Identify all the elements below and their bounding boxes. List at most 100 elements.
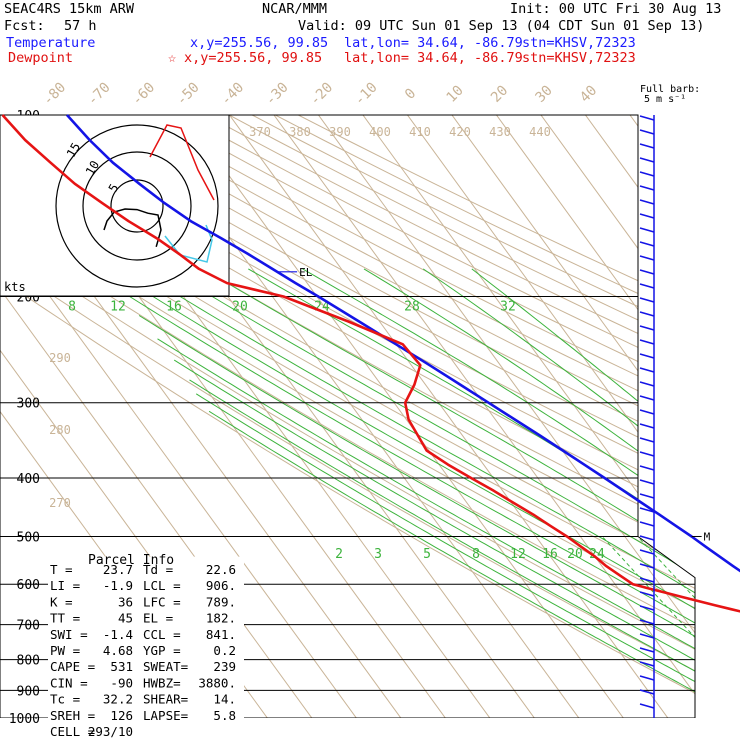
parcel-row-label: CELL = (50, 724, 95, 739)
pressure-tick-label: 300 (17, 397, 40, 412)
moist-adiabat (129, 296, 695, 718)
parcel-row-value: 45 (118, 611, 133, 626)
wind-barb-flag (639, 325, 655, 331)
temperature-legend: Temperature (6, 35, 96, 51)
parcel-info-bg (48, 556, 244, 718)
forecast-hours: 57 h (64, 18, 97, 34)
parcel-row-value: 36 (118, 594, 133, 609)
hodograph-box (0, 114, 230, 297)
parcel-row-value2: 3880. (198, 675, 236, 690)
wind-barb-flag (639, 675, 655, 681)
parcel-row-value2: 0.2 (213, 643, 236, 658)
moist-adiabat (165, 268, 695, 718)
parcel-row-label2: HWBZ= (143, 675, 181, 690)
dry-adiabat (0, 115, 695, 718)
dry-adiabat (0, 115, 695, 718)
moist-adiabat (302, 268, 695, 718)
mixing-ratio-label: 16 (542, 547, 558, 562)
dry-adiabat (0, 115, 695, 718)
dewpoint-legend: Dewpoint (8, 50, 74, 66)
init-time: Init: 00 UTC Fri 30 Aug 13 (510, 1, 722, 17)
wind-barb-flag (639, 311, 655, 317)
wind-barb-flag (639, 227, 655, 233)
isotherm-label: -20 (307, 80, 336, 109)
moist-adiabat-label: 8 (68, 300, 76, 315)
parcel-row-label: PW = (50, 643, 80, 658)
hodograph-lower-trace (164, 224, 213, 263)
wind-barb-flag (639, 395, 655, 401)
wind-barb-flag (639, 549, 655, 555)
parcel-row-value: 126 (110, 708, 133, 723)
parcel-row-label: CAPE = (50, 659, 95, 674)
parcel-row-label2: SWEAT= (143, 659, 188, 674)
isotherm-label: -50 (174, 80, 203, 109)
mixing-ratio-line (601, 536, 695, 718)
moist-adiabat (208, 410, 695, 718)
pressure-tick-label: 700 (17, 619, 40, 634)
parcel-row-value: -90 (110, 675, 133, 690)
dry-adiabat-label: 390 (329, 125, 351, 139)
pressure-tick-label: 500 (17, 530, 40, 545)
moist-adiabat-label: 12 (110, 300, 126, 315)
dry-adiabat (0, 115, 695, 718)
dry-adiabat-label: 420 (449, 125, 471, 139)
isotherm-label: -30 (263, 80, 292, 109)
moist-adiabat (195, 393, 695, 718)
parcel-row-label: CIN = (50, 675, 88, 690)
dry-adiabat-label: 290 (49, 351, 71, 365)
barb-legend-line1: Full barb: (640, 84, 701, 95)
parcel-row-label: TT = (50, 611, 80, 626)
moist-adiabat (134, 268, 695, 718)
moist-adiabat-label: 16 (166, 300, 182, 315)
wind-barb-flag (639, 269, 655, 275)
temperature-station: stn=KHSV,72323 (522, 35, 636, 51)
wind-barb-flag (639, 437, 655, 443)
isotherm-line (0, 115, 322, 718)
moist-adiabat (363, 268, 695, 718)
parcel-row-label: LI = (50, 578, 80, 593)
wind-barb-flag (639, 199, 655, 205)
wind-barb-flag (639, 605, 655, 611)
mixing-ratio-line (637, 536, 695, 718)
dry-adiabat-label: 430 (489, 125, 511, 139)
moist-adiabat (108, 268, 695, 718)
parcel-row-label2: LCL = (143, 578, 181, 593)
dry-adiabat (67, 115, 695, 718)
isotherm-label: 10 (444, 83, 467, 106)
dry-adiabat-label: 400 (369, 125, 391, 139)
moist-adiabat (189, 379, 695, 718)
parcel-row-value: 293/10 (88, 724, 133, 739)
mixing-ratio-line (716, 537, 740, 731)
wind-barb-flag (639, 451, 655, 457)
mixing-ratio-label: 2 (335, 547, 343, 562)
wind-barb-flag (639, 129, 655, 135)
parcel-info-table: Parcel Info T = 23.7 Td = 22.6 LI = -1.9 LCL = 9… (48, 553, 244, 739)
parcel-row-value: 32.2 (103, 692, 133, 707)
dry-adiabat (251, 115, 695, 718)
wind-barb-flag (639, 647, 655, 653)
wind-barb-flag (639, 353, 655, 359)
dry-adiabat (90, 115, 695, 718)
pressure-tick-label: 900 (17, 684, 40, 699)
moist-adiabat (138, 315, 695, 718)
parcel-row-value2: 22.6 (206, 562, 236, 577)
pressure-tick-label: 600 (17, 578, 40, 593)
parcel-row-label: K = (50, 594, 73, 609)
wind-barbs (639, 115, 655, 718)
dry-adiabat (0, 115, 695, 718)
dry-adiabat-label: 380 (289, 125, 311, 139)
pressure-tick-label: 800 (17, 654, 40, 669)
temperature-xy: x,y=255.56, 99.85 (190, 35, 329, 51)
dry-adiabat-label: 440 (529, 125, 551, 139)
mixing-ratio-line (659, 536, 695, 718)
model-name: SEAC4RS 15km ARW (4, 1, 135, 17)
parcel-row-value: -1.4 (103, 627, 133, 642)
wind-barb-flag (639, 143, 655, 149)
wind-barb-flag (639, 619, 655, 625)
parcel-row-value: 531 (110, 659, 133, 674)
wind-barb-flag (639, 493, 655, 499)
forecast-label: Fcst: (4, 18, 45, 34)
dewpoint-xy: x,y=255.56, 99.85 (184, 50, 323, 66)
wind-barb-flag (639, 115, 655, 121)
isotherm-label: -60 (129, 80, 158, 109)
